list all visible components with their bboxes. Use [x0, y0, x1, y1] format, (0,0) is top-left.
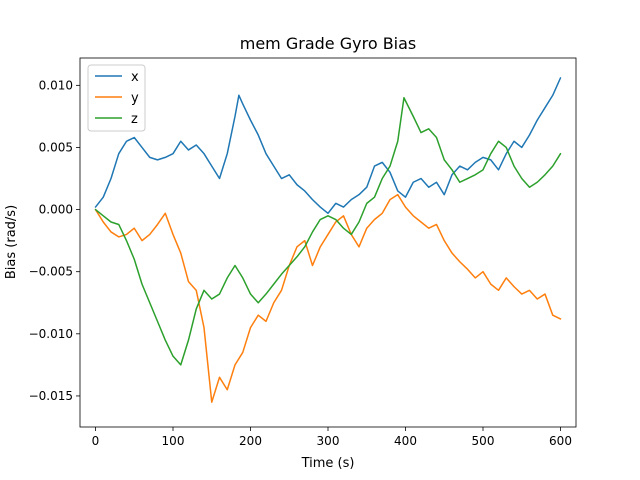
x-axis-label: Time (s)	[301, 456, 355, 471]
x-tick-label: 600	[549, 434, 572, 448]
axes-frame	[79, 57, 577, 428]
legend-label-x: x	[131, 70, 139, 85]
series-line-x	[94, 77, 562, 215]
y-tick-label: −0.005	[29, 265, 73, 279]
y-tick-label: 0.010	[39, 78, 73, 92]
x-tick-label: 500	[472, 434, 495, 448]
x-tick-label: 200	[239, 434, 262, 448]
y-tick-label: −0.015	[29, 389, 73, 403]
legend: xyz	[87, 64, 146, 132]
series-layer	[94, 77, 562, 403]
x-tick-label: 300	[317, 434, 340, 448]
y-axis: −0.015 −0.010 −0.005 0.000 0.005 0.010	[29, 78, 80, 403]
y-tick-label: 0.005	[39, 140, 73, 154]
plot-area	[79, 57, 577, 428]
series-line-z	[94, 97, 562, 366]
chart-title: mem Grade Gyro Bias	[240, 34, 417, 53]
y-tick-label: −0.010	[29, 327, 73, 341]
y-tick-label: 0.000	[39, 203, 73, 217]
legend-label-y: y	[131, 91, 139, 106]
legend-label-z: z	[131, 112, 138, 127]
y-axis-label: Bias (rad/s)	[4, 205, 19, 279]
series-line-y	[94, 193, 562, 403]
x-axis: 0 100 200 300 400 500 600	[92, 427, 572, 448]
x-tick-label: 400	[394, 434, 417, 448]
x-tick-label: 0	[92, 434, 100, 448]
x-tick-label: 100	[162, 434, 185, 448]
legend-frame	[87, 64, 146, 132]
